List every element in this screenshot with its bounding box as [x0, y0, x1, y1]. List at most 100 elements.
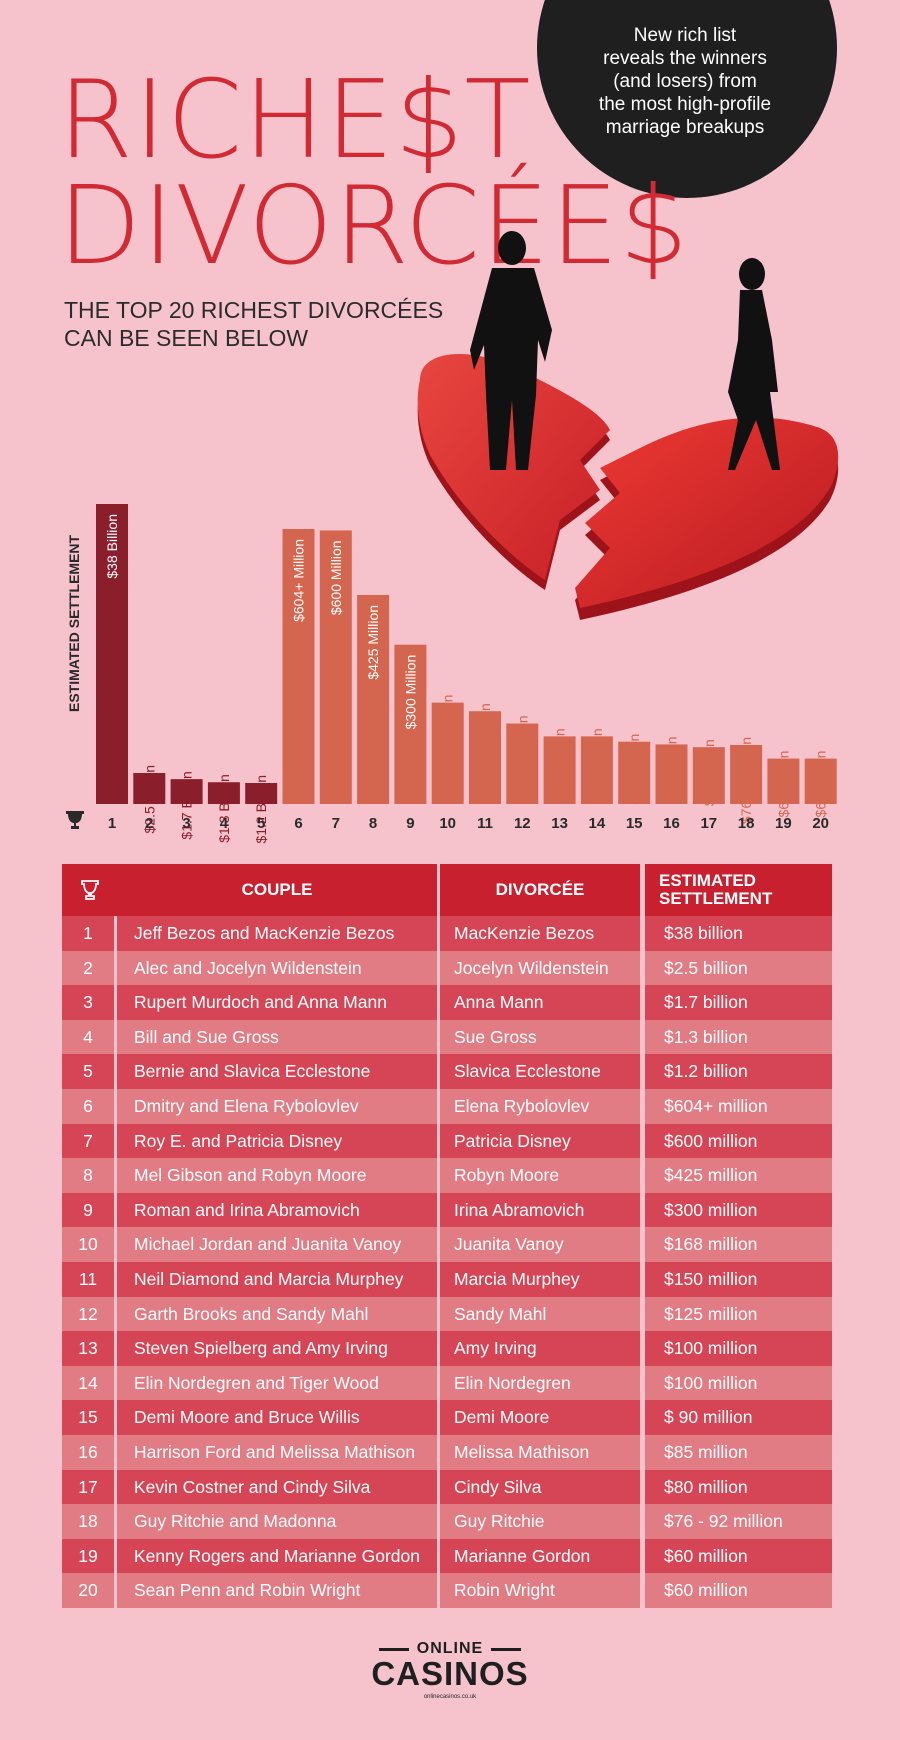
bar-15	[618, 741, 651, 804]
cell-divorcee: Sue Gross	[440, 1019, 640, 1055]
cell-divorcee: Patricia Disney	[440, 1123, 640, 1159]
cell-couple: Roy E. and Patricia Disney	[117, 1123, 437, 1159]
cell-rank: 9	[62, 1192, 114, 1228]
blurb-line: reveals the winners	[603, 48, 767, 69]
cell-settlement: $425 million	[645, 1158, 832, 1193]
bar-11	[469, 711, 501, 804]
bar-value-label: $85 Million	[664, 736, 680, 803]
header-couple-label: COUPLE	[241, 880, 313, 899]
bar-chart: ESTIMATED SETTLEMENT $38 Billion 1 $2.5 Bi…	[66, 231, 839, 844]
x-tick-label: 2	[145, 815, 153, 832]
header-settlement: ESTIMATED SETTLEMENT	[645, 864, 832, 916]
bar-14	[580, 736, 613, 804]
subtitle-line-2: CAN BE SEEN BELOW	[64, 325, 309, 351]
cell-settlement: $1.7 billion	[645, 985, 832, 1020]
bar-value-label: $600 Million	[328, 540, 344, 615]
cell-rank: 7	[62, 1123, 114, 1159]
bar-value-label: $2.5 Billion	[141, 765, 157, 834]
cell-rank: 10	[62, 1227, 114, 1262]
logo-dash	[378, 1647, 409, 1651]
bar-20	[804, 758, 837, 804]
x-tick-label: 11	[477, 815, 493, 832]
logo-top-text: ONLINE	[416, 1640, 484, 1657]
cell-rank: 17	[62, 1469, 114, 1505]
bar-18	[730, 744, 763, 804]
cell-couple: Harrison Ford and Melissa Mathison	[117, 1435, 437, 1470]
cell-divorcee: Sandy Mahl	[440, 1296, 640, 1332]
cell-settlement: $ 90 million	[645, 1400, 832, 1435]
bar-19	[767, 758, 800, 804]
cell-rank: 14	[62, 1365, 114, 1401]
cell-settlement: $125 million	[645, 1296, 832, 1332]
cell-settlement: $60 million	[645, 1538, 832, 1574]
cell-divorcee: Melissa Mathison	[440, 1435, 640, 1470]
cell-couple: Kevin Costner and Cindy Silva	[117, 1469, 437, 1505]
blurb-line: (and losers) from	[613, 71, 757, 92]
cell-settlement: $150 million	[645, 1262, 832, 1297]
bar-2	[133, 773, 166, 804]
bar-value-label: $ 90 Million	[626, 734, 642, 805]
bar-value-label: $150 Million	[477, 703, 493, 778]
cell-rank: 11	[62, 1262, 114, 1297]
title-line-2: DIVORCÉE$	[58, 164, 690, 289]
bar-3	[170, 779, 203, 804]
cell-settlement: $1.2 billion	[645, 1054, 832, 1089]
cell-settlement: $600 million	[645, 1123, 832, 1159]
online-casinos-logo[interactable]: ONLINE CASINOS onlinecasinos.co.uk	[360, 1640, 540, 1700]
cell-couple: Rupert Murdoch and Anna Mann	[117, 985, 437, 1020]
cell-settlement: $38 billion	[645, 916, 832, 951]
cell-rank: 2	[62, 950, 114, 986]
bar-value-label: $100 Million	[589, 728, 605, 803]
cell-settlement: $60 million	[645, 1573, 832, 1608]
cell-rank: 4	[62, 1019, 114, 1055]
cell-divorcee: Demi Moore	[440, 1400, 640, 1435]
page-title: RICHE$T DIVORCÉE$	[58, 67, 690, 289]
bar-10	[431, 702, 464, 804]
cell-couple: Bernie and Slavica Ecclestone	[117, 1054, 437, 1089]
bar-value-label: $60 Million	[813, 751, 829, 818]
bar-value-label: $1.2 Billion	[253, 775, 269, 844]
bar-8	[357, 594, 390, 804]
header-settlement-line-2: SETTLEMENT	[659, 889, 773, 908]
x-tick-label: 17	[700, 815, 717, 832]
x-tick-label: 3	[182, 815, 190, 832]
cell-divorcee: Slavica Ecclestone	[440, 1054, 640, 1089]
cell-couple: Kenny Rogers and Marianne Gordon	[117, 1538, 437, 1574]
cell-divorcee: Amy Irving	[440, 1331, 640, 1366]
cell-settlement: $76 - 92 million	[645, 1504, 832, 1539]
header-couple: COUPLE	[117, 864, 437, 916]
x-tick-label: 12	[514, 815, 531, 832]
cell-rank: 6	[62, 1089, 114, 1124]
cell-rank: 18	[62, 1504, 114, 1539]
cell-settlement: $300 million	[645, 1192, 832, 1228]
logo-dash	[491, 1647, 522, 1651]
bar-value-label: $1.7 Billion	[179, 771, 195, 840]
man-silhouette	[470, 231, 552, 470]
blurb-text: New rich list reveals the winners (and l…	[580, 24, 790, 139]
cell-settlement: $100 million	[645, 1331, 832, 1366]
x-tick-label: 5	[257, 815, 265, 832]
trophy-icon	[80, 880, 99, 900]
cell-divorcee: Robyn Moore	[440, 1158, 640, 1193]
x-tick-label: 6	[294, 815, 302, 832]
cell-divorcee: Irina Abramovich	[440, 1192, 640, 1228]
bar-value-label: $38 Billion	[104, 514, 120, 579]
bar-16	[655, 744, 688, 804]
cell-rank: 8	[62, 1158, 114, 1193]
cell-couple: Bill and Sue Gross	[117, 1019, 437, 1055]
woman-silhouette	[728, 258, 780, 470]
x-tick-label: 1	[108, 815, 116, 832]
blurb-line: New rich list	[633, 25, 737, 46]
cell-divorcee: Elena Rybolovlev	[440, 1089, 640, 1124]
x-tick-label: 16	[663, 815, 680, 832]
bar-value-label: $1.3 Billion	[216, 774, 232, 843]
bar-value-label: $76-92 Million	[738, 737, 754, 824]
x-tick-label: 8	[369, 815, 377, 832]
bar-7	[319, 530, 352, 804]
cell-couple: Alec and Jocelyn Wildenstein	[117, 950, 437, 986]
cell-divorcee: Jocelyn Wildenstein	[440, 950, 640, 986]
cell-settlement: $2.5 billion	[645, 950, 832, 986]
cell-couple: Neil Diamond and Marcia Murphey	[117, 1262, 437, 1297]
subtitle: THE TOP 20 RICHEST DIVORCÉES CAN BE SEEN…	[64, 296, 484, 352]
